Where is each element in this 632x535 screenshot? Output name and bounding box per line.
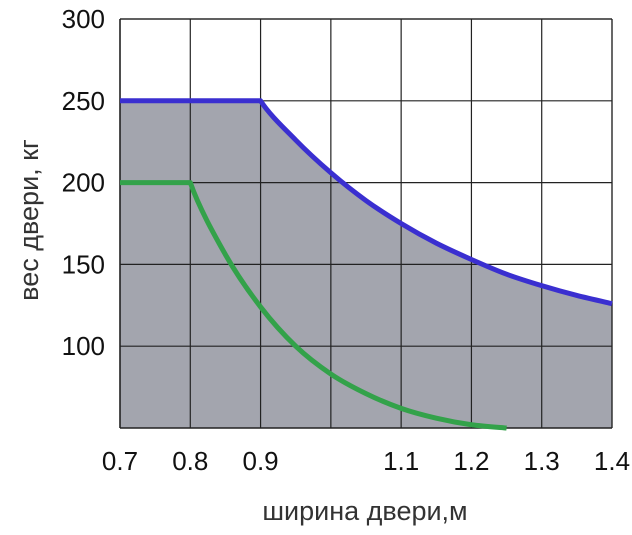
series-line-2 bbox=[120, 180, 507, 431]
area-layer bbox=[120, 19, 612, 429]
x-tick-label: 0.9 bbox=[242, 446, 278, 476]
y-tick-label: 150 bbox=[62, 249, 105, 279]
y-tick-label: 200 bbox=[62, 168, 105, 198]
series-layer bbox=[119, 98, 613, 431]
x-axis-title: ширина двери,м bbox=[262, 496, 467, 526]
y-tick-label: 300 bbox=[62, 4, 105, 34]
x-tick-label: 1.3 bbox=[524, 446, 560, 476]
x-tick-label: 0.8 bbox=[172, 446, 208, 476]
x-tick-label: 0.7 bbox=[102, 446, 138, 476]
y-axis-title: вес двери, кг bbox=[14, 139, 44, 301]
x-tick-label: 1.2 bbox=[453, 446, 489, 476]
series-line-1 bbox=[119, 98, 613, 307]
y-tick-label: 250 bbox=[62, 86, 105, 116]
tick-layer: 0.7 0.8 0.9 1.1 1.2 1.3 1.4 300 250 200 150 100 bbox=[62, 4, 630, 476]
x-tick-label: 1.4 bbox=[594, 446, 630, 476]
x-tick-label: 1.1 bbox=[383, 446, 419, 476]
y-tick-label: 100 bbox=[62, 331, 105, 361]
